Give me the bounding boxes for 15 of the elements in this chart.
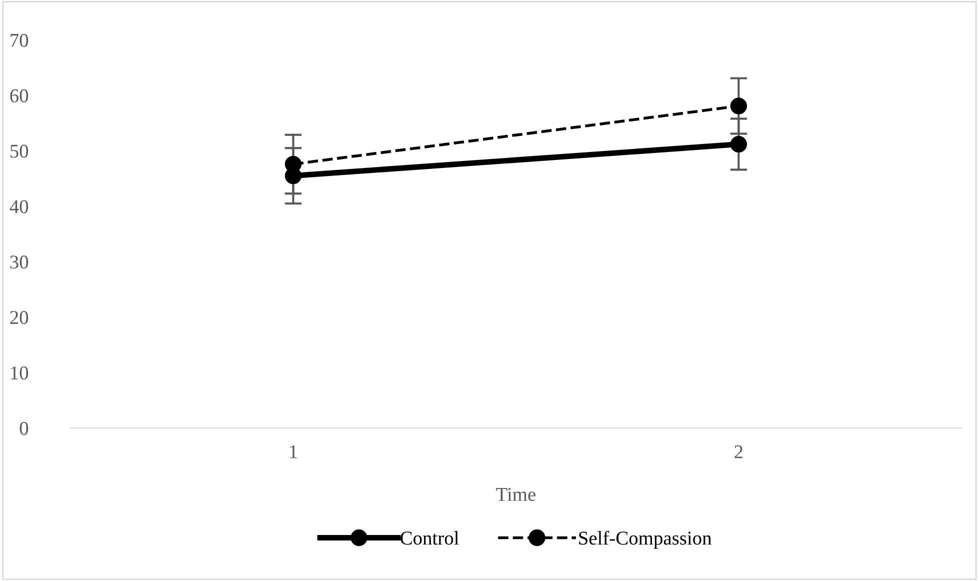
- x-tick-label: 1: [290, 445, 297, 458]
- y-tick-label: 10: [11, 366, 28, 380]
- x-tick-label: 2: [734, 445, 742, 458]
- y-tick-label: 50: [10, 144, 28, 158]
- y-tick-label: 0: [20, 422, 28, 435]
- legend-label: Self-Compassion: [579, 530, 712, 549]
- y-tick-label: 20: [10, 310, 28, 324]
- legend-label: Control: [400, 531, 459, 545]
- point: [730, 98, 747, 114]
- y-tick-label: 70: [10, 34, 28, 47]
- point: [730, 136, 747, 153]
- y-tick-label: 30: [10, 256, 28, 269]
- y-tick-label: 40: [10, 200, 28, 214]
- x-axis-title: Time: [496, 488, 536, 501]
- y-tick-label: 60: [10, 89, 28, 102]
